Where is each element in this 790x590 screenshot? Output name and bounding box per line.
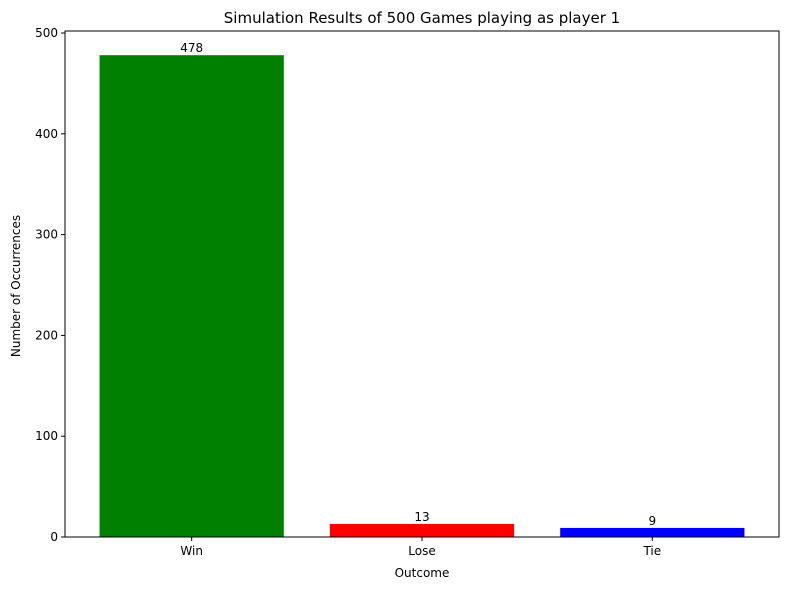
bar-tie: [560, 527, 745, 537]
plot-area: 478 Win 13 Lose 9 Tie 0 100 200 300 400 500: [35, 26, 780, 558]
y-tick-label: 0: [50, 530, 58, 544]
y-tick-label: 300: [35, 228, 58, 242]
data-label-win: 478: [180, 41, 203, 55]
x-tick-label-win: Win: [180, 544, 203, 558]
y-axis-label: Number of Occurrences: [9, 215, 23, 357]
bar-win: [99, 55, 284, 538]
plot-frame: [64, 30, 780, 538]
y-tick-label: 400: [35, 127, 58, 141]
x-tick-label-lose: Lose: [408, 544, 435, 558]
data-label-lose: 13: [414, 510, 429, 524]
y-tick-label: 100: [35, 429, 58, 443]
x-axis-label: Outcome: [395, 566, 450, 580]
x-tick-label-tie: Tie: [642, 544, 661, 558]
y-tick-label: 200: [35, 328, 58, 342]
bar-lose: [329, 523, 515, 537]
chart-title: Simulation Results of 500 Games playing …: [224, 9, 620, 27]
data-label-tie: 9: [649, 514, 657, 528]
y-tick-label: 500: [35, 26, 58, 40]
